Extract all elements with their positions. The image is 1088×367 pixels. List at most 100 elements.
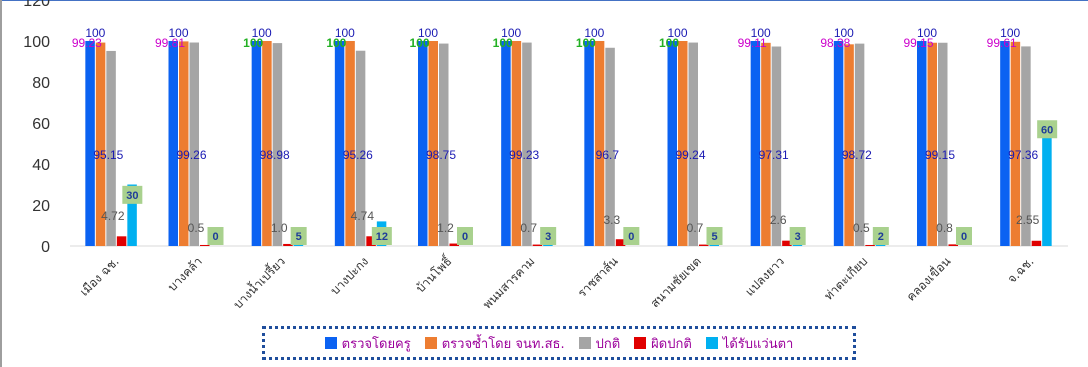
glasses-label-box <box>207 227 224 245</box>
data-label-abnormal: 0.8 <box>936 221 953 235</box>
data-label-recheck: 100 <box>493 36 513 50</box>
glasses-label-box <box>540 227 557 245</box>
x-tick-label: เมือง ฉช. <box>77 254 122 299</box>
bar-teacher <box>584 41 594 246</box>
bar-recheck <box>678 41 688 246</box>
bar-normal <box>522 42 532 247</box>
data-label-teacher: 100 <box>85 26 105 40</box>
data-label-glasses: 5 <box>711 231 717 243</box>
data-label-teacher: 100 <box>252 26 272 40</box>
bar-teacher <box>833 41 844 246</box>
data-label-abnormal: 2.55 <box>1016 213 1040 227</box>
legend-swatch <box>424 337 437 349</box>
glasses-label-box <box>789 227 806 245</box>
y-tick-label: 80 <box>32 75 50 92</box>
y-tick-label: 60 <box>32 116 50 133</box>
data-label-teacher: 100 <box>418 26 438 40</box>
y-tick-label: 100 <box>23 34 50 51</box>
bar-abnormal <box>615 239 626 246</box>
data-label-recheck: 100 <box>243 36 263 50</box>
bar-normal <box>854 43 865 247</box>
x-tick-label: คลองเขื่อน <box>902 253 953 304</box>
bar-recheck <box>511 41 522 246</box>
data-label-normal: 97.31 <box>759 148 789 162</box>
glasses-label-box <box>1037 120 1058 139</box>
data-label-normal: 98.75 <box>426 148 456 162</box>
data-label-recheck: 99.11 <box>738 36 767 50</box>
x-tick-label: บางปะกง <box>328 254 371 297</box>
data-label-glasses: 0 <box>212 231 218 243</box>
data-label-normal: 95.26 <box>343 148 373 162</box>
legend-swatch <box>634 337 647 349</box>
chart-frame-left <box>0 0 2 367</box>
data-label-abnormal: 2.6 <box>770 213 787 227</box>
bar-recheck <box>262 41 272 246</box>
data-label-teacher: 100 <box>501 26 521 40</box>
glasses-label-box <box>706 227 723 245</box>
bar-normal <box>272 43 283 246</box>
bar-glasses <box>1042 123 1052 246</box>
legend-item: ได้รับแว่นตา <box>705 333 793 354</box>
x-tick-label: จ.ฉช. <box>1005 254 1037 286</box>
bar-abnormal <box>449 243 459 246</box>
chart-frame-top <box>0 0 1088 1</box>
data-label-teacher: 100 <box>751 26 771 40</box>
bar-teacher <box>750 41 761 246</box>
bar-teacher <box>168 41 178 246</box>
data-label-normal: 99.26 <box>176 148 206 162</box>
glasses-label-box <box>623 227 640 245</box>
data-label-glasses: 0 <box>961 231 967 243</box>
y-tick-label: 0 <box>41 239 50 256</box>
bar-teacher <box>917 41 927 246</box>
glasses-label-box <box>122 185 143 204</box>
data-label-glasses: 60 <box>1041 124 1053 136</box>
x-tick-label: ท่าตะเกียบ <box>821 254 870 303</box>
data-label-abnormal: 0.5 <box>188 221 205 235</box>
glasses-label-box <box>457 227 473 245</box>
legend-item: ตรวจซ้ำโดย จนท.สธ. <box>424 333 565 354</box>
data-label-recheck: 99.61 <box>987 36 1017 50</box>
data-label-normal: 99.15 <box>925 148 955 162</box>
legend-swatch <box>578 337 591 349</box>
bar-recheck <box>594 41 605 246</box>
x-tick-label: บางคล้า <box>165 254 205 294</box>
bar-abnormal <box>532 244 543 246</box>
data-label-normal: 98.98 <box>260 148 290 162</box>
bar-teacher <box>418 41 428 246</box>
bar-glasses <box>127 184 137 246</box>
data-label-abnormal: 4.72 <box>101 209 125 223</box>
data-label-abnormal: 0.7 <box>520 221 537 235</box>
bar-normal <box>688 42 698 246</box>
data-label-recheck: 99.81 <box>155 36 185 50</box>
legend-item: ผิดปกติ <box>634 333 692 354</box>
data-label-recheck: 100 <box>576 36 596 50</box>
legend-label: ปกติ <box>595 336 621 352</box>
data-label-normal: 99.24 <box>675 148 705 162</box>
data-label-recheck: 99.15 <box>903 36 933 50</box>
bar-abnormal <box>699 244 709 246</box>
legend-label: ตรวจโดยครู <box>341 336 411 352</box>
bar-recheck <box>1010 41 1021 246</box>
bar-teacher <box>334 41 345 246</box>
data-label-glasses: 0 <box>628 231 634 243</box>
data-label-recheck: 100 <box>659 36 679 50</box>
data-label-glasses: 3 <box>545 231 551 243</box>
bar-abnormal <box>116 236 127 246</box>
legend-swatch <box>705 337 718 349</box>
legend: ตรวจโดยครู ตรวจซ้ำโดย จนท.สธ. ปกติ ผิดปกติ ไ… <box>262 326 856 360</box>
bar-normal <box>938 42 948 247</box>
data-label-normal: 99.23 <box>509 148 539 162</box>
data-label-normal: 96.7 <box>596 148 620 162</box>
bar-normal <box>106 50 116 246</box>
data-label-recheck: 99.23 <box>72 36 102 50</box>
data-label-teacher: 100 <box>667 26 687 40</box>
bar-abnormal <box>948 244 958 246</box>
bar-normal <box>771 46 782 247</box>
glasses-label-box <box>371 227 392 245</box>
bar-normal <box>1021 46 1031 246</box>
legend-label: ผิดปกติ <box>651 336 692 352</box>
data-label-teacher: 100 <box>834 26 854 40</box>
bar-abnormal <box>782 240 792 246</box>
legend-swatch <box>324 337 337 349</box>
